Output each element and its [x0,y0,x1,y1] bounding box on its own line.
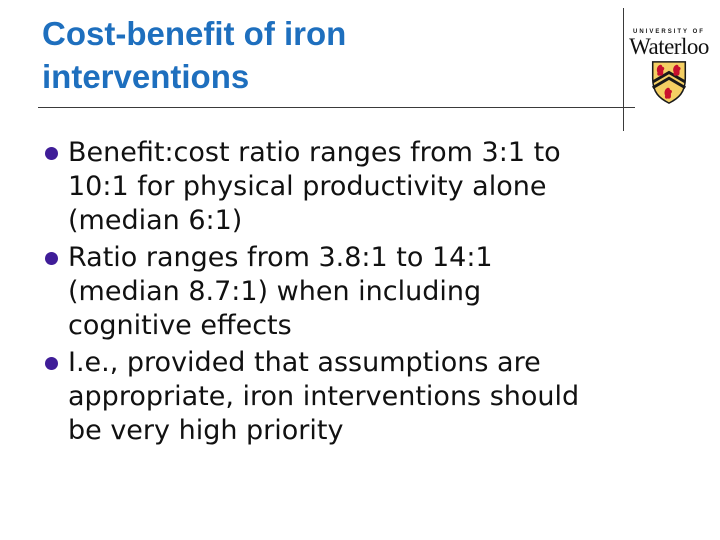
waterloo-shield-icon [626,60,712,110]
slide-title: Cost-benefit of iron interventions [42,15,347,95]
bullet-item-2: Ratio ranges from 3.8:1 to 14:1 (median … [40,241,598,343]
bullet-item-3: I.e., provided that assumptions are appr… [40,346,598,448]
logo-wordmark: Waterloo [629,34,709,59]
bullet-dot-icon [45,357,58,370]
bullet-dot-icon [45,252,58,265]
bullet-text-1: Benefit:cost ratio ranges from 3:1 to 10… [68,137,561,236]
bullet-list: Benefit:cost ratio ranges from 3:1 to 10… [40,136,600,451]
bullet-text-3: I.e., provided that assumptions are appr… [68,347,580,446]
title-underline-rule [38,107,635,108]
bullet-dot-icon [45,147,58,160]
bullet-text-2: Ratio ranges from 3.8:1 to 14:1 (median … [68,242,493,341]
logo-divider-line [623,8,624,131]
logo-tagline: UNIVERSITY OF [633,29,705,35]
bullet-item-1: Benefit:cost ratio ranges from 3:1 to 10… [40,136,598,238]
university-of-waterloo-logo: UNIVERSITY OF Waterloo [626,29,712,110]
